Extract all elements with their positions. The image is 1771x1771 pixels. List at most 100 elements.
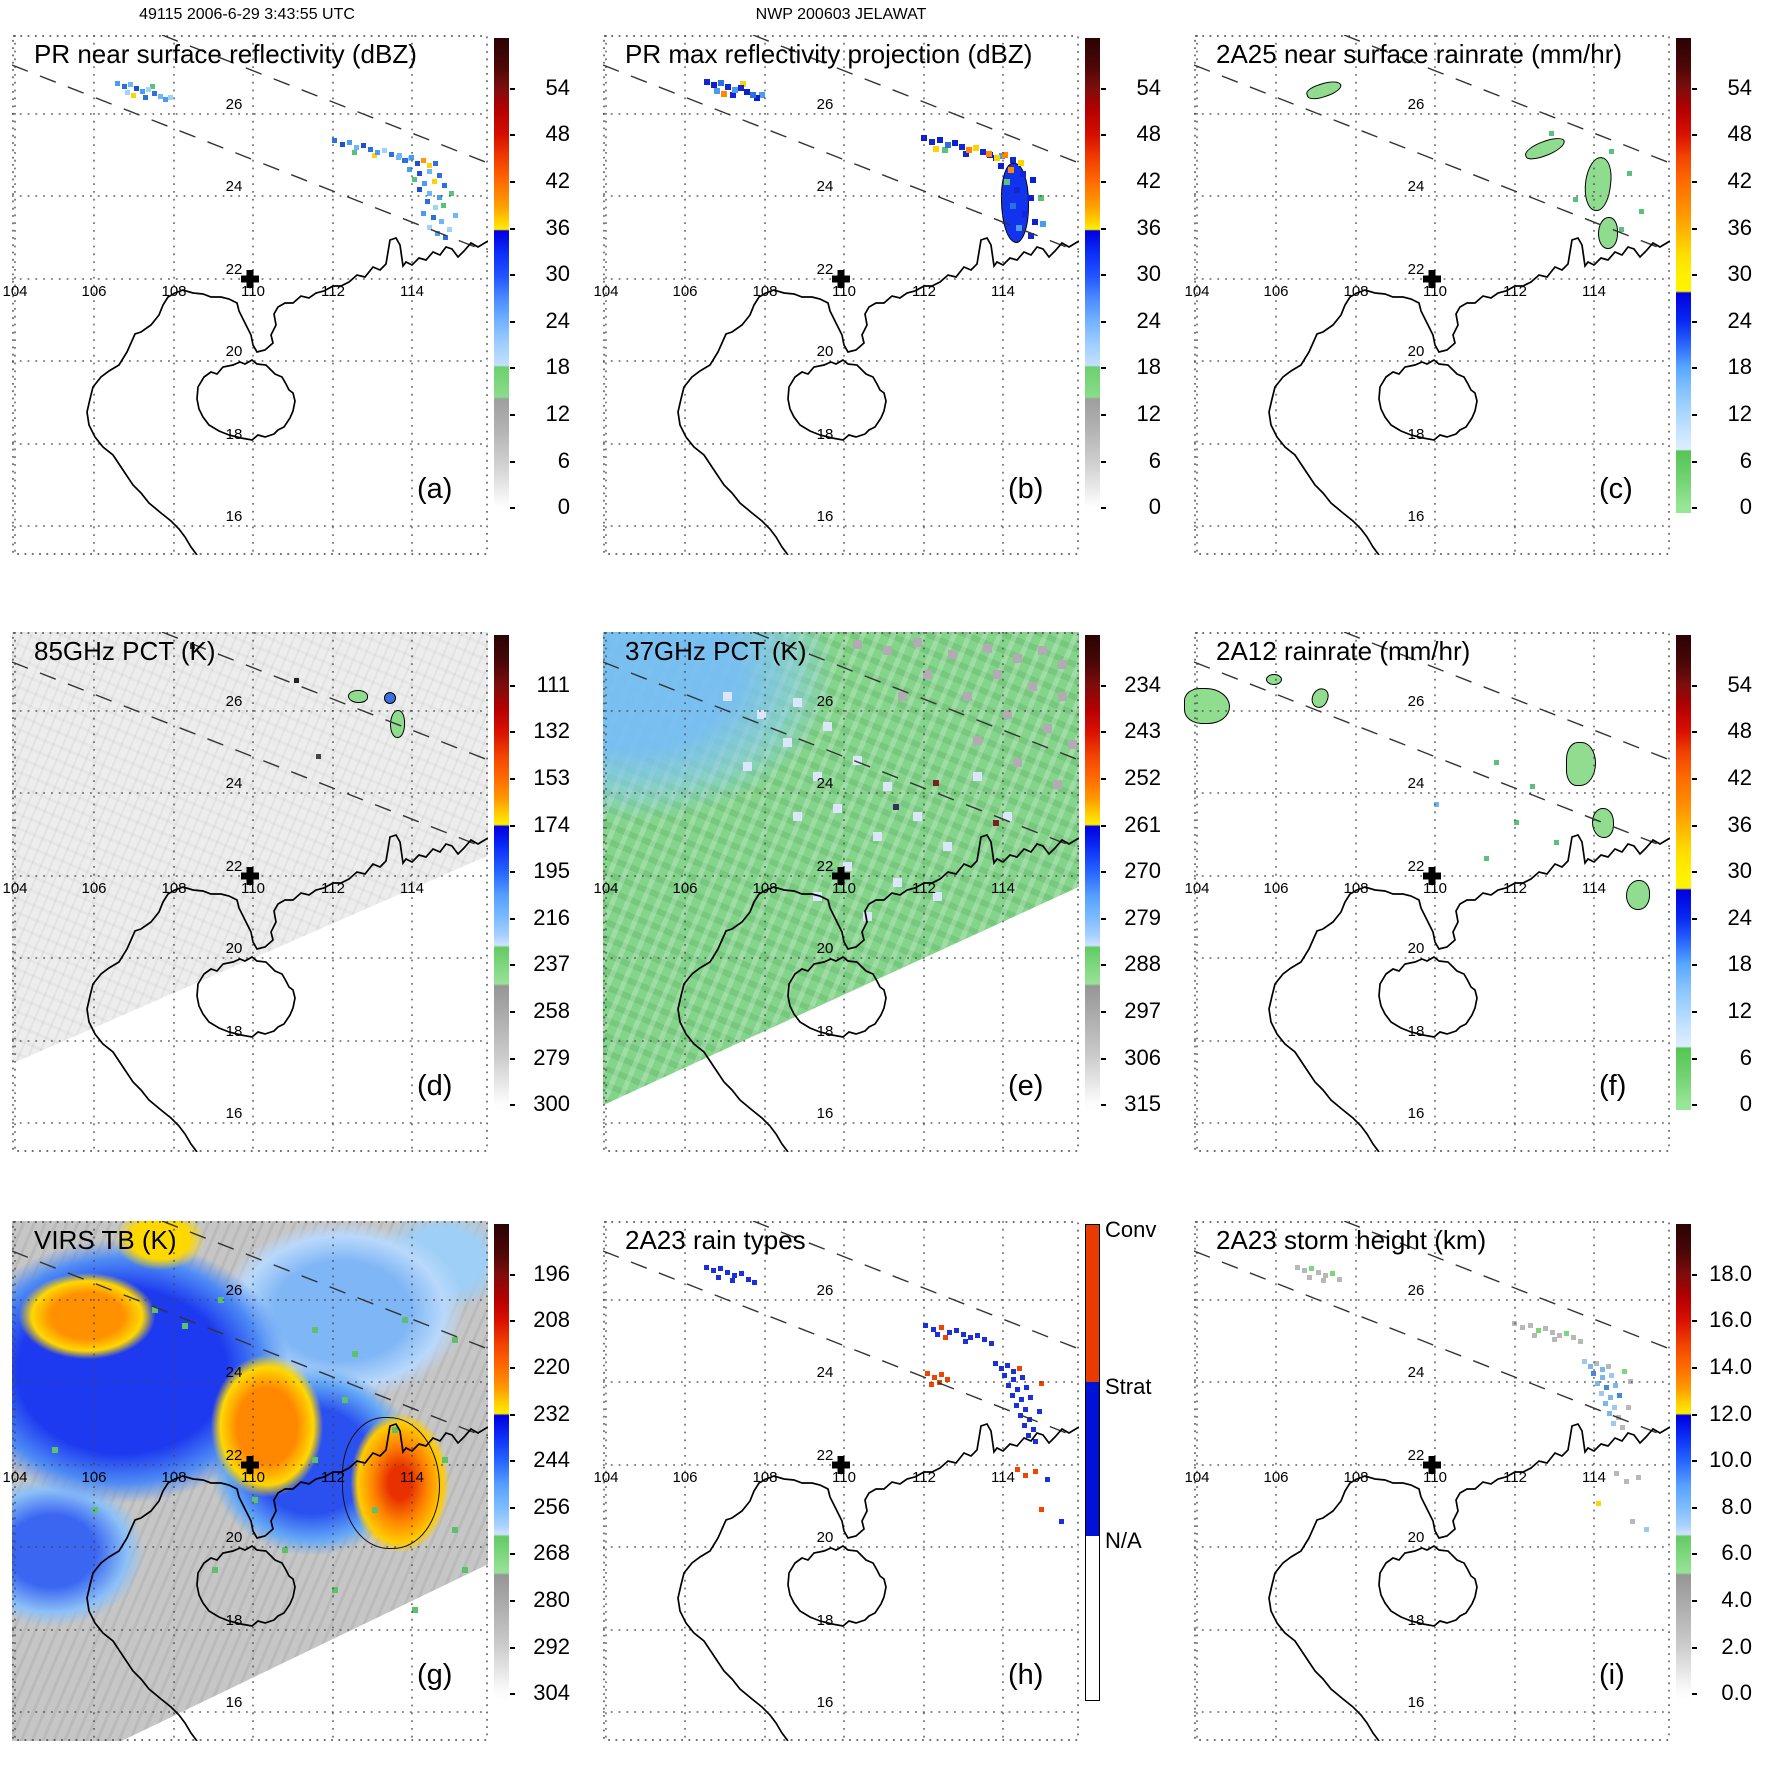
lat-label: 20 <box>1407 343 1425 360</box>
lon-label: 106 <box>672 1469 698 1486</box>
rain-type-label: N/A <box>1105 1528 1142 1553</box>
lon-label: 110 <box>832 283 856 300</box>
panel-letter: (e) <box>1008 1070 1044 1102</box>
colorbar-tick-label: 36 <box>510 215 570 241</box>
colorbar-tick-label: 237 <box>510 951 570 977</box>
panel-title: PR near surface reflectivity (dBZ) <box>34 39 417 69</box>
lat-label: 18 <box>1407 1612 1425 1629</box>
lon-label: 110 <box>1423 880 1447 897</box>
colorbar-tick-label: 24 <box>1101 308 1161 334</box>
panel-title: 2A23 rain types <box>625 1225 806 1255</box>
panel-letter: (f) <box>1599 1070 1627 1102</box>
lon-label: 114 <box>1582 1469 1606 1486</box>
colorbar-tick-label: 30 <box>1692 858 1752 884</box>
lon-label: 108 <box>1343 880 1369 897</box>
colorbar-tick-label: 36 <box>1692 215 1752 241</box>
colorbar-tick-label: 111 <box>510 672 570 698</box>
lon-label: 112 <box>321 283 345 300</box>
lat-label: 24 <box>1407 178 1425 195</box>
radar-echo-cluster <box>115 81 120 86</box>
colorbar-gradient <box>494 635 509 1110</box>
orbit-timestamp: 49115 2006-6-29 3:43:55 UTC <box>139 6 355 23</box>
lat-label: 22 <box>225 261 243 278</box>
cold-speck <box>933 780 939 786</box>
lon-label: 110 <box>241 1469 265 1486</box>
colorbar-tick-label: 42 <box>1692 765 1752 791</box>
colorbar-tick-label: 4.0 <box>1692 1587 1752 1613</box>
colorbar-tick-label: 42 <box>1692 168 1752 194</box>
lon-label: 108 <box>1343 1469 1369 1486</box>
lon-label: 114 <box>1582 283 1606 300</box>
panel-letter: (c) <box>1599 473 1633 505</box>
storm-height-cluster <box>1582 1359 1587 1364</box>
rain-speckles <box>1549 131 1554 136</box>
map-b: 104 106 108 110 112 114 26 24 22 20 18 16 PR max re… <box>593 35 1079 555</box>
radar-echo-cluster <box>704 79 710 85</box>
colorbar-tick-label: 42 <box>510 168 570 194</box>
ice-scatter-cell <box>384 692 396 704</box>
lat-label: 26 <box>225 693 243 710</box>
colorbar-tick-label: 153 <box>510 765 570 791</box>
rain-area <box>1266 674 1282 685</box>
lon-label: 106 <box>81 1469 107 1486</box>
colorbar-gradient <box>1676 635 1691 1110</box>
colorbar-f: 54 48 42 36 30 24 18 12 6 0 <box>1676 635 1771 1116</box>
colorbar-tick-label: 48 <box>1692 718 1752 744</box>
colorbar-tick-label: 54 <box>1692 75 1752 101</box>
radar-echo-cluster <box>397 153 402 158</box>
lon-label: 110 <box>832 880 856 897</box>
lon-label: 106 <box>81 283 107 300</box>
colorbar-tick-label: 18 <box>1101 354 1161 380</box>
panel-d: 104 106 108 110 112 114 26 24 22 20 18 16 85GHz PCT… <box>2 632 602 1217</box>
colorbar-ticks: 196 208 220 232 244 256 268 280 292 304 <box>510 1224 570 1705</box>
lon-label: 112 <box>912 283 936 300</box>
rain-type-cluster <box>704 1265 709 1270</box>
colorbar-tick-label: 48 <box>1101 121 1161 147</box>
lat-label: 24 <box>816 775 834 792</box>
colorbar-tick-label: 6 <box>1101 448 1161 474</box>
panel-title: 37GHz PCT (K) <box>625 636 807 666</box>
lon-label: 110 <box>832 1469 856 1486</box>
map-a: 104 106 108 110 112 114 26 24 22 20 18 16 PR near s… <box>2 35 488 555</box>
colorbar-tick-label: 288 <box>1101 951 1161 977</box>
storm-height-dots <box>1614 1471 1619 1476</box>
storm-name-header: NWP 200603 JELAWAT <box>755 6 927 23</box>
lat-label: 24 <box>225 178 243 195</box>
lat-label: 20 <box>225 1529 243 1546</box>
panel-letter: (g) <box>417 1659 453 1691</box>
colorbar-tick-label: 216 <box>510 905 570 931</box>
storm-height-cluster <box>1295 1265 1300 1270</box>
radar-echo-cluster <box>332 138 337 143</box>
colorbar-tick-label: 12.0 <box>1692 1401 1752 1427</box>
lat-label: 22 <box>1407 858 1425 875</box>
colorbar-tick-label: 42 <box>1101 168 1161 194</box>
lat-label: 22 <box>816 858 834 875</box>
panel-title: PR max reflectivity projection (dBZ) <box>625 39 1033 69</box>
cold-cloud-contour <box>342 1417 440 1549</box>
colorbar-gradient <box>1676 38 1691 513</box>
lat-label: 16 <box>1407 508 1425 525</box>
lat-label: 20 <box>1407 1529 1425 1546</box>
rain-area <box>1592 808 1614 838</box>
colorbar-gradient <box>1085 38 1100 513</box>
colorbar-tick-label: 36 <box>1692 812 1752 838</box>
lon-label: 104 <box>2 1469 28 1486</box>
lon-label: 108 <box>1343 283 1369 300</box>
lat-label: 22 <box>816 261 834 278</box>
colorbar-tick-label: 30 <box>1101 261 1161 287</box>
lon-label: 114 <box>991 880 1015 897</box>
lat-label: 20 <box>225 940 243 957</box>
lat-label: 24 <box>816 178 834 195</box>
lat-label: 22 <box>1407 261 1425 278</box>
colorbar-tick-label: 315 <box>1101 1091 1161 1117</box>
panel-letter: (d) <box>417 1070 453 1102</box>
lon-label: 110 <box>1423 283 1447 300</box>
colorbar-gradient <box>494 1224 509 1699</box>
lat-label: 20 <box>1407 940 1425 957</box>
lon-label: 114 <box>991 283 1015 300</box>
colorbar-tick-label: 0 <box>1692 1091 1752 1117</box>
lon-label: 108 <box>161 1469 187 1486</box>
panel-i: 104 106 108 110 112 114 26 24 22 20 18 16 2A23 stor… <box>1184 1221 1771 1771</box>
lat-label: 16 <box>225 508 243 525</box>
